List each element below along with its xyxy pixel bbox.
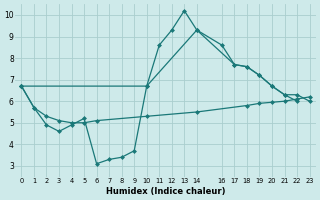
X-axis label: Humidex (Indice chaleur): Humidex (Indice chaleur) <box>106 187 225 196</box>
